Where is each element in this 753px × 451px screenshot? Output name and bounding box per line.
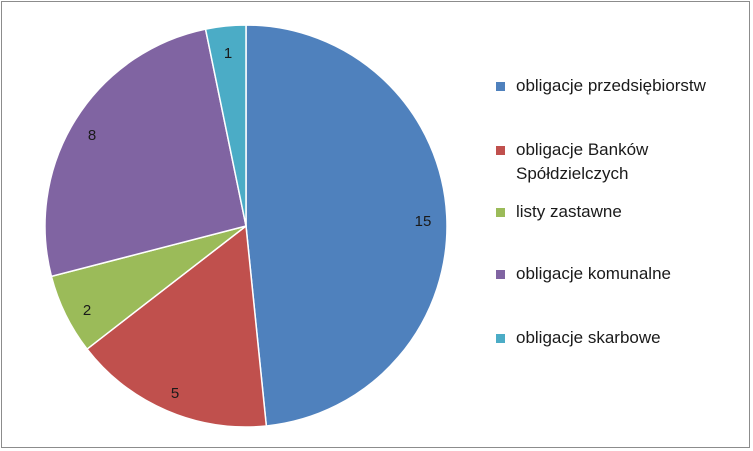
- legend-swatch: [496, 146, 505, 155]
- pie-slice: [204, 24, 247, 227]
- legend-label: obligacje Banków Spółdzielczych: [516, 140, 649, 183]
- legend-item: obligacje skarbowe: [496, 326, 736, 350]
- legend-item: listy zastawne: [496, 200, 736, 224]
- slice-data-label: 8: [88, 127, 96, 144]
- legend-label: obligacje skarbowe: [516, 328, 661, 347]
- legend-swatch: [496, 334, 505, 343]
- legend-swatch: [496, 82, 505, 91]
- legend-swatch: [496, 270, 505, 279]
- legend-label: listy zastawne: [516, 202, 622, 221]
- pie-slice: [86, 224, 268, 428]
- slice-data-label: 15: [415, 213, 432, 230]
- legend-swatch: [496, 208, 505, 217]
- legend-label: obligacje przedsiębiorstw: [516, 76, 706, 95]
- slice-data-label: 1: [224, 45, 232, 62]
- legend-item: obligacje przedsiębiorstw: [496, 74, 736, 98]
- slice-data-label: 2: [83, 302, 91, 319]
- slice-data-label: 5: [171, 385, 179, 402]
- legend-item: obligacje komunalne: [496, 262, 736, 286]
- legend-label: obligacje komunalne: [516, 264, 671, 283]
- legend-item: obligacje Banków Spółdzielczych: [496, 138, 701, 186]
- pie-slice: [245, 24, 448, 427]
- pie-slice: [44, 28, 247, 278]
